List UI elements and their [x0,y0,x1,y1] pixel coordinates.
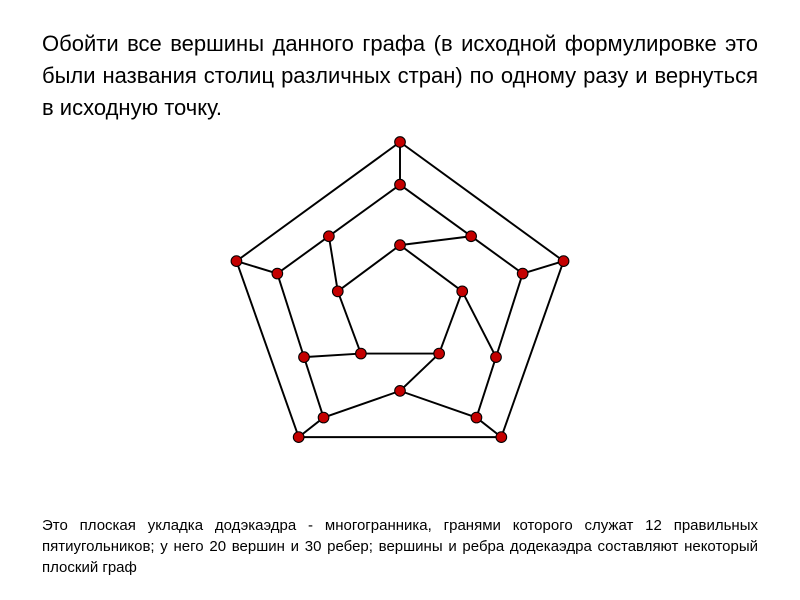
graph-node [491,351,502,362]
graph-node [434,348,445,359]
graph-edge [471,236,523,273]
graph-node [517,268,528,279]
graph-container [42,126,758,446]
dodecahedron-graph [210,126,590,446]
graph-edge [523,261,564,273]
graph-node [457,286,468,297]
graph-edge [338,245,400,291]
graph-edge [496,273,523,357]
bottom-paragraph: Это плоская укладка додэкаэдра - многогр… [42,515,758,578]
graph-edge [277,236,329,273]
graph-edge [400,391,476,418]
graph-node [299,351,310,362]
graph-edge [236,261,298,437]
graph-node [324,231,335,242]
graph-node [332,286,343,297]
graph-edge [329,184,400,236]
graph-edge [439,291,462,353]
graph-node [231,255,242,266]
graph-node [293,431,304,442]
graph-edge [501,261,563,437]
page: Обойти все вершины данного графа (в исхо… [0,0,800,600]
graph-edge [236,261,277,273]
graph-edge [476,357,496,417]
graph-edge [304,357,324,417]
graph-edge [277,273,304,357]
graph-node [395,239,406,250]
graph-node [272,268,283,279]
graph-node [496,431,507,442]
graph-edge [304,353,361,357]
graph-edge [329,236,338,291]
graph-node [466,231,477,242]
graph-node [318,412,329,423]
graph-node [395,179,406,190]
graph-node [395,385,406,396]
graph-edge [338,291,361,353]
graph-edge [400,184,471,236]
graph-edge [400,236,471,245]
graph-node [356,348,367,359]
graph-edge [400,353,439,390]
graph-edge [324,391,400,418]
top-paragraph: Обойти все вершины данного графа (в исхо… [42,28,758,124]
graph-edge [462,291,496,357]
graph-node [558,255,569,266]
graph-edge [400,245,462,291]
graph-node [471,412,482,423]
graph-node [395,136,406,147]
